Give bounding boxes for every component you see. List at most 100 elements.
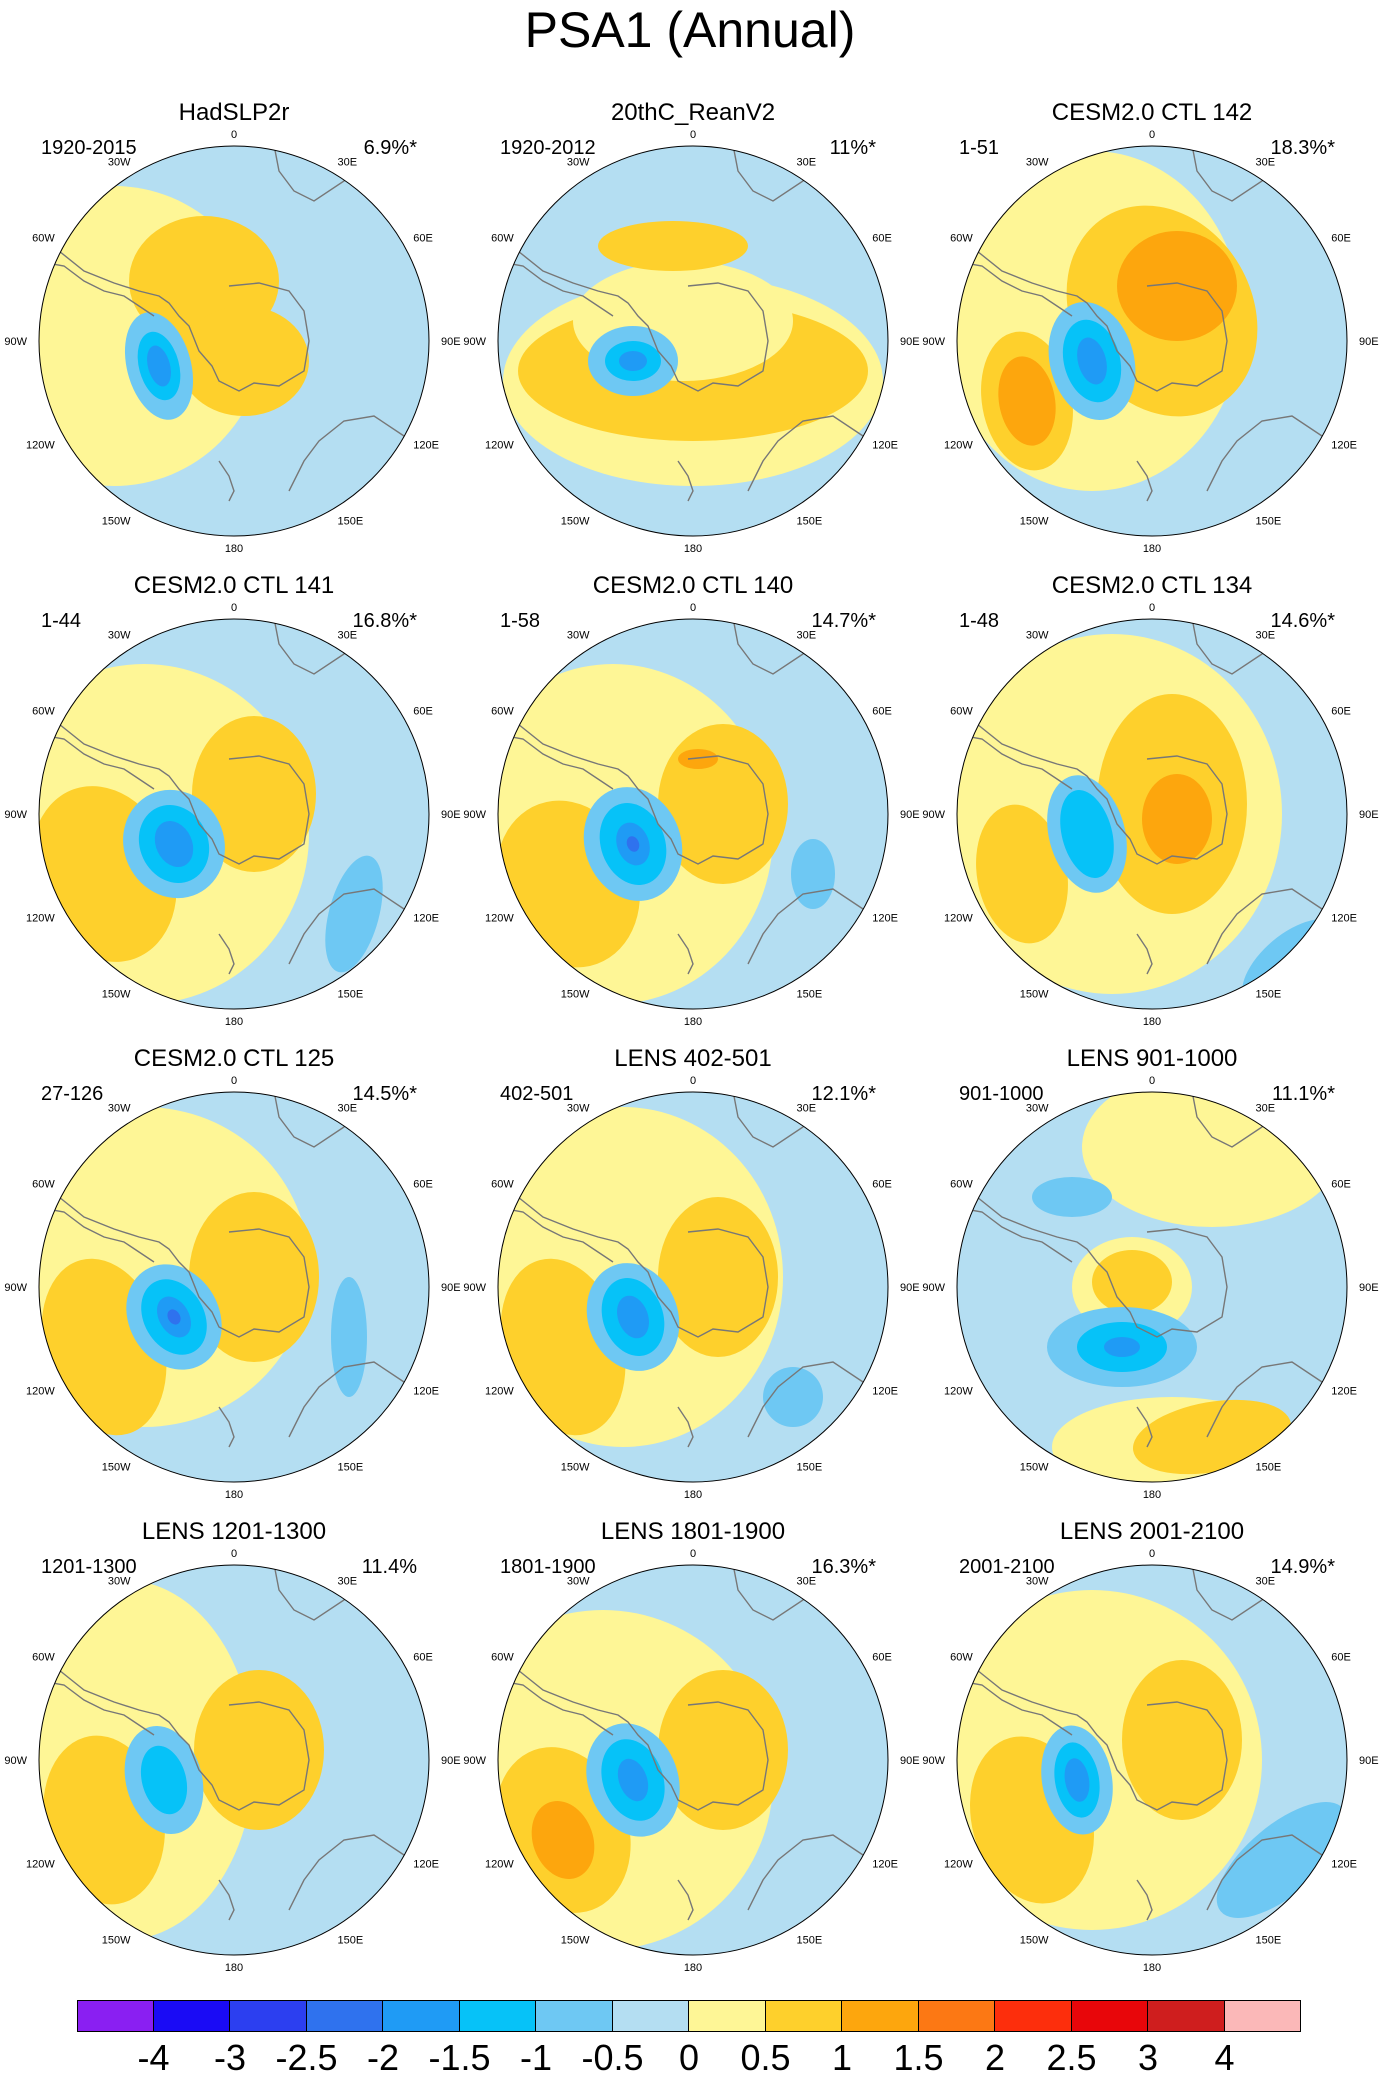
map-panel: 0 30E 60E 90E 120E 150E 180 150W 120W 90W 60W 30W 20… — [463, 98, 923, 571]
anomaly-contour — [147, 345, 171, 387]
panel-title: LENS 1801-1900 — [600, 1518, 786, 1545]
colorbar-label: 2 — [984, 2037, 1006, 2078]
longitude-label: 60W — [32, 233, 55, 245]
longitude-label: 150W — [1020, 515, 1049, 527]
panel-variance: 18.3%* — [1270, 137, 1336, 159]
longitude-label: 150E — [1256, 988, 1282, 1000]
longitude-label: 30W — [108, 630, 131, 642]
panel-period: 1920-2015 — [41, 137, 137, 159]
anomaly-contour — [1064, 1758, 1090, 1802]
colorbar-box — [230, 2000, 307, 2032]
longitude-label: 150E — [797, 515, 823, 527]
longitude-label: 0 — [1149, 602, 1155, 614]
longitude-label: 120W — [26, 1386, 55, 1398]
longitude-label: 150E — [1256, 1461, 1282, 1473]
map-panel: 0 30E 60E 90E 120E 150E 180 150W 120W 90W 60W 30W LE… — [922, 1044, 1380, 1517]
longitude-label: 30W — [567, 1576, 590, 1588]
longitude-label: 180 — [1143, 1962, 1161, 1974]
panel-period: 1801-1900 — [500, 1556, 596, 1578]
map-panel: 0 30E 60E 90E 120E 150E 180 150W 120W 90W 60W 30W LE… — [4, 1517, 464, 1990]
anomaly-contour — [1092, 1250, 1172, 1314]
panel-period: 1-48 — [959, 610, 1000, 632]
longitude-label: 120W — [26, 1859, 55, 1871]
longitude-label: 150E — [797, 1934, 823, 1946]
colorbar-label: 1.5 — [893, 2037, 944, 2078]
longitude-label: 120E — [1331, 440, 1357, 452]
polar-map: 0 30E 60E 90E 120E 150E 180 150W 120W 90W 60W 30W — [4, 129, 460, 555]
longitude-label: 120E — [413, 1386, 439, 1398]
longitude-label: 0 — [1149, 1075, 1155, 1087]
longitude-label: 90W — [922, 809, 945, 821]
longitude-label: 120E — [1331, 913, 1357, 925]
longitude-label: 180 — [225, 543, 243, 555]
longitude-label: 30W — [108, 1576, 131, 1588]
longitude-label: 30W — [567, 1103, 590, 1115]
longitude-label: 30E — [338, 1576, 358, 1588]
polar-map: 0 30E 60E 90E 120E 150E 180 150W 120W 90W 60W 30W — [922, 1548, 1378, 1974]
longitude-label: 60W — [950, 233, 973, 245]
longitude-label: 120E — [872, 913, 898, 925]
longitude-label: 90E — [900, 1282, 920, 1294]
longitude-label: 60E — [1331, 706, 1351, 718]
longitude-label: 90E — [900, 809, 920, 821]
colorbar-box — [383, 2000, 460, 2032]
colorbar-label: -2.5 — [275, 2037, 338, 2078]
map-border — [38, 618, 430, 1010]
panel-variance: 14.6%* — [1270, 610, 1336, 632]
longitude-label: 150E — [797, 988, 823, 1000]
polar-map: 0 30E 60E 90E 120E 150E 180 150W 120W 90W 60W 30W — [463, 129, 919, 555]
anomaly-contour — [194, 1670, 324, 1830]
map-panel: 0 30E 60E 90E 120E 150E 180 150W 120W 90W 60W 30W LE… — [463, 1517, 923, 1990]
longitude-label: 150W — [102, 1461, 131, 1473]
polar-map: 0 30E 60E 90E 120E 150E 180 150W 120W 90W 60W 30W — [922, 129, 1378, 555]
longitude-label: 30E — [797, 630, 817, 642]
longitude-label: 90E — [900, 1755, 920, 1767]
panel-title: CESM2.0 CTL 134 — [1051, 572, 1253, 599]
panel-period: 1-44 — [41, 610, 82, 632]
colorbar-label: -1 — [519, 2037, 553, 2078]
map-panel: 0 30E 60E 90E 120E 150E 180 150W 120W 90W 60W 30W CE… — [463, 571, 923, 1044]
longitude-label: 150W — [561, 515, 590, 527]
longitude-label: 0 — [231, 1075, 237, 1087]
anomaly-contour — [1104, 1337, 1140, 1357]
longitude-label: 30E — [797, 1576, 817, 1588]
longitude-label: 150W — [102, 1934, 131, 1946]
longitude-label: 60W — [491, 1179, 514, 1191]
longitude-label: 60W — [491, 706, 514, 718]
longitude-label: 180 — [1143, 543, 1161, 555]
longitude-label: 0 — [231, 1548, 237, 1560]
longitude-label: 90W — [922, 1755, 945, 1767]
longitude-label: 180 — [684, 1489, 702, 1501]
map-panel: 0 30E 60E 90E 120E 150E 180 150W 120W 90W 60W 30W LE… — [463, 1044, 923, 1517]
panel-period: 1-58 — [500, 610, 541, 632]
anomaly-contour — [1216, 1802, 1347, 1918]
anomaly-contour — [1077, 337, 1107, 385]
longitude-label: 60E — [413, 1179, 433, 1191]
panel-variance: 14.9%* — [1270, 1556, 1336, 1578]
map-panel: 0 30E 60E 90E 120E 150E 180 150W 120W 90W 60W 30W LE… — [922, 1517, 1380, 1990]
longitude-label: 30W — [108, 1103, 131, 1115]
longitude-label: 0 — [690, 602, 696, 614]
longitude-label: 60E — [872, 1179, 892, 1191]
longitude-label: 30E — [797, 157, 817, 169]
panel-variance: 6.9%* — [363, 137, 417, 159]
longitude-label: 30E — [1256, 1576, 1276, 1588]
anomaly-contour — [1142, 774, 1212, 864]
anomaly-contour — [617, 1758, 649, 1802]
anomaly-contour — [619, 351, 647, 371]
anomaly-contour — [179, 306, 309, 416]
colorbar-label: 1 — [831, 2037, 853, 2078]
longitude-label: 60W — [950, 706, 973, 718]
coastlines — [957, 1565, 1333, 1921]
longitude-label: 90E — [1359, 809, 1379, 821]
longitude-label: 120E — [413, 1859, 439, 1871]
map-border — [956, 1564, 1348, 1956]
map-border — [497, 1564, 889, 1956]
longitude-label: 120W — [944, 1386, 973, 1398]
map-border — [497, 1091, 889, 1483]
colorbar-box — [77, 2000, 154, 2032]
anomaly-contour — [658, 1670, 788, 1830]
panel-title: CESM2.0 CTL 141 — [133, 572, 335, 599]
panel-variance: 16.3%* — [811, 1556, 877, 1578]
longitude-label: 30E — [797, 1103, 817, 1115]
